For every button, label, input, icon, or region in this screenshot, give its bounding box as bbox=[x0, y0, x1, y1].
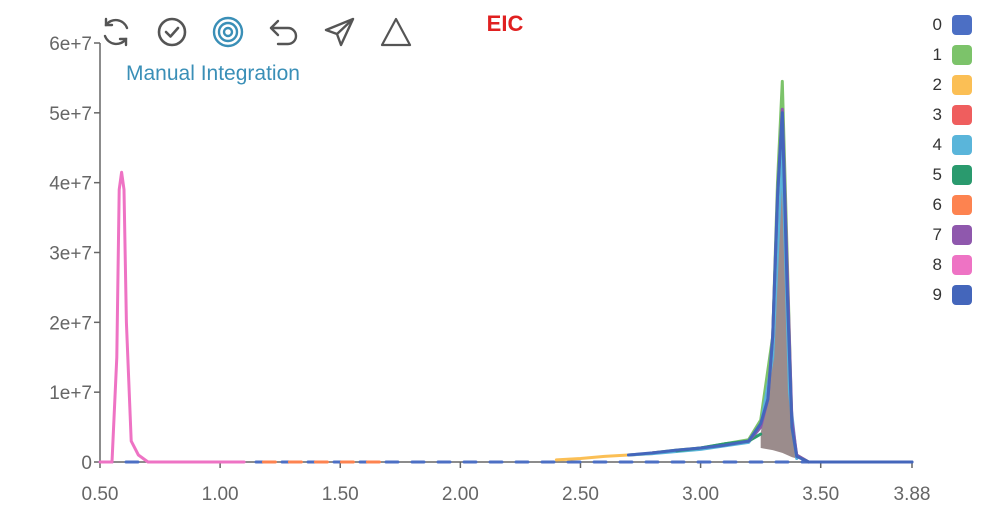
send-button[interactable] bbox=[322, 14, 358, 50]
legend-label: 4 bbox=[932, 135, 942, 154]
x-tick-label: 3.00 bbox=[682, 484, 719, 505]
undo-icon bbox=[269, 19, 298, 46]
check-circle-icon bbox=[157, 17, 187, 47]
x-tick-label: 0.50 bbox=[82, 484, 119, 505]
legend-item-6[interactable]: 6 bbox=[926, 190, 972, 220]
legend-item-8[interactable]: 8 bbox=[926, 250, 972, 280]
x-tick-label: 3.88 bbox=[894, 484, 931, 505]
x-tick-label: 2.00 bbox=[442, 484, 479, 505]
legend-label: 5 bbox=[932, 165, 942, 184]
legend-swatch bbox=[952, 255, 972, 275]
legend-label: 1 bbox=[932, 45, 942, 64]
legend-item-9[interactable]: 9 bbox=[926, 280, 972, 310]
legend-item-2[interactable]: 2 bbox=[926, 70, 972, 100]
y-tick-label: 5e+7 bbox=[49, 104, 92, 125]
legend-label: 9 bbox=[932, 285, 942, 304]
legend-label: 2 bbox=[932, 75, 942, 94]
legend-item-7[interactable]: 7 bbox=[926, 220, 972, 250]
series-layer bbox=[98, 79, 914, 464]
triangle-icon bbox=[380, 17, 412, 47]
refresh-button[interactable] bbox=[98, 14, 134, 50]
undo-button[interactable] bbox=[266, 14, 302, 50]
legend-item-3[interactable]: 3 bbox=[926, 100, 972, 130]
confirm-button[interactable] bbox=[154, 14, 190, 50]
send-icon bbox=[324, 17, 355, 47]
legend: 0 1 2 3 4 5 6 7 8 9 bbox=[926, 10, 972, 310]
legend-swatch bbox=[952, 105, 972, 125]
legend-swatch bbox=[952, 75, 972, 95]
x-tick-label: 3.50 bbox=[802, 484, 839, 505]
legend-swatch bbox=[952, 135, 972, 155]
target-button[interactable] bbox=[210, 14, 246, 50]
y-tick-label: 0 bbox=[81, 453, 92, 474]
legend-item-5[interactable]: 5 bbox=[926, 160, 972, 190]
x-tick-label: 1.00 bbox=[202, 484, 239, 505]
legend-swatch bbox=[952, 225, 972, 245]
y-tick-label: 2e+7 bbox=[49, 313, 92, 334]
legend-item-0[interactable]: 0 bbox=[926, 10, 972, 40]
y-tick-label: 6e+7 bbox=[49, 34, 92, 55]
legend-label: 8 bbox=[932, 255, 942, 274]
legend-label: 7 bbox=[932, 225, 942, 244]
legend-swatch bbox=[952, 15, 972, 35]
legend-swatch bbox=[952, 285, 972, 305]
y-tick-label: 1e+7 bbox=[49, 383, 92, 404]
legend-item-1[interactable]: 1 bbox=[926, 40, 972, 70]
manual-integration-label[interactable]: Manual Integration bbox=[126, 62, 300, 85]
triangle-button[interactable] bbox=[378, 14, 414, 50]
legend-label: 6 bbox=[932, 195, 942, 214]
target-icon bbox=[212, 16, 244, 48]
y-tick-label: 4e+7 bbox=[49, 174, 92, 195]
x-tick-label: 2.50 bbox=[562, 484, 599, 505]
series-8-line bbox=[98, 170, 246, 464]
legend-label: 0 bbox=[932, 15, 942, 34]
x-tick-label: 1.50 bbox=[322, 484, 359, 505]
toolbar bbox=[98, 14, 414, 50]
series-9-line bbox=[627, 111, 914, 464]
legend-label: 3 bbox=[932, 105, 942, 124]
tick-labels: 0 1e+7 2e+7 3e+7 4e+7 5e+7 6e+7 0.50 1.00 1.50 2.0… bbox=[49, 34, 930, 505]
refresh-icon bbox=[103, 17, 129, 47]
legend-item-4[interactable]: 4 bbox=[926, 130, 972, 160]
legend-swatch bbox=[952, 45, 972, 65]
y-tick-label: 3e+7 bbox=[49, 244, 92, 265]
legend-swatch bbox=[952, 165, 972, 185]
chart-title: EIC bbox=[486, 11, 524, 36]
legend-swatch bbox=[952, 195, 972, 215]
